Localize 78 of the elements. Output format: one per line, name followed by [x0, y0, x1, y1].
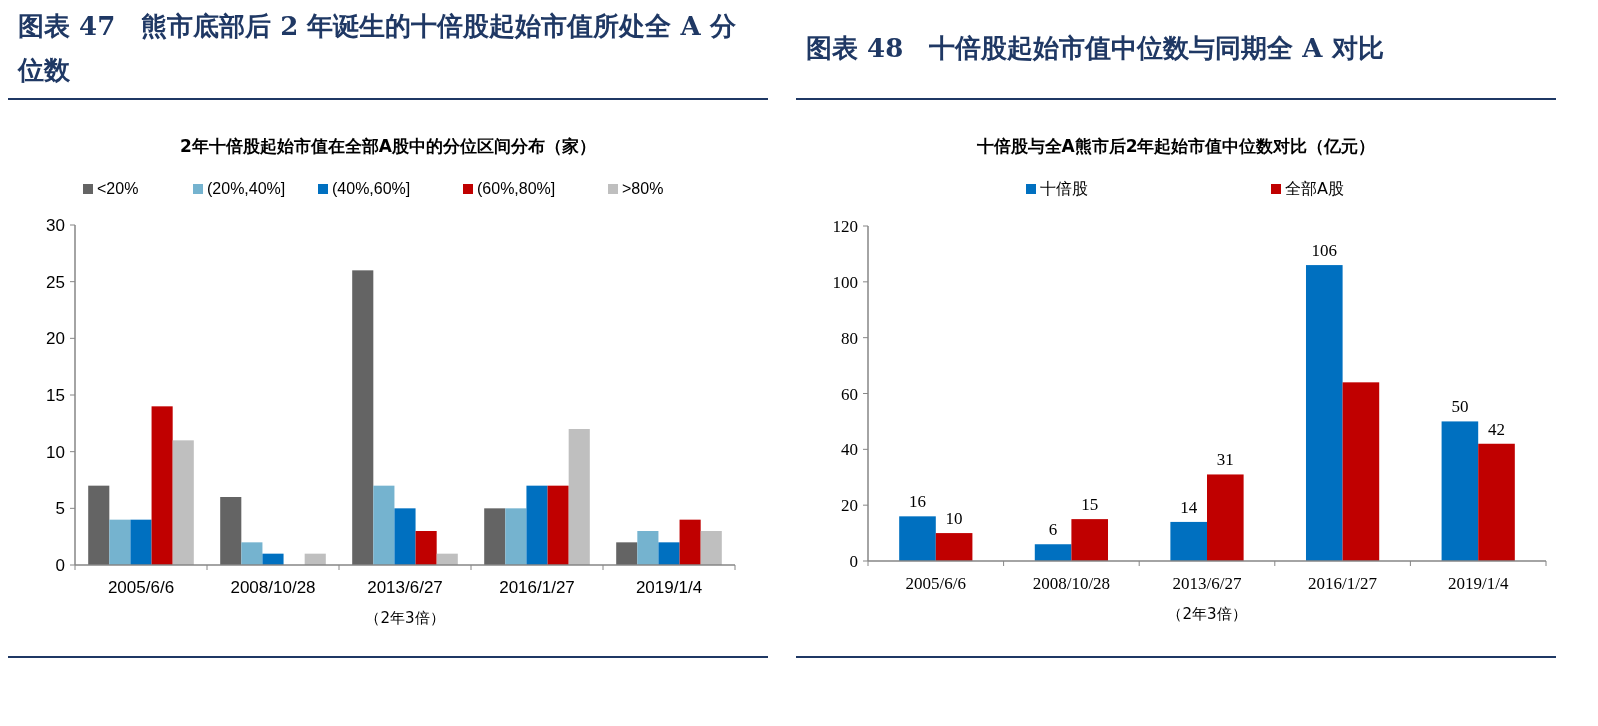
x-tick-label: 2013/6/27	[367, 578, 443, 597]
x-axis-title: （2年3倍）	[365, 609, 445, 627]
data-label: 16	[908, 492, 926, 512]
chart-title: 图表 47 熊市底部后 2 年诞生的十倍股起始市值所处全 A 分位数	[8, 0, 768, 100]
y-tick-label: 120	[832, 217, 858, 236]
chart-title: 图表 48 十倍股起始市值中位数与同期全 A 对比	[796, 0, 1556, 100]
chart-subtitle: 十倍股与全A熊市后2年起始市值中位数对比（亿元）	[975, 136, 1376, 156]
x-tick-label: 2016/1/27	[1308, 574, 1378, 593]
y-tick-label: 60	[841, 384, 858, 404]
legend-label: (60%,80%]	[477, 180, 556, 197]
x-tick-label: 2005/6/6	[905, 574, 967, 593]
bar	[262, 553, 284, 565]
y-tick-label: 40	[841, 440, 858, 460]
legend-label: 全部A股	[1285, 179, 1344, 198]
x-tick-label: 2013/6/27	[1172, 574, 1242, 593]
y-tick-label: 5	[55, 499, 65, 519]
bar	[172, 440, 194, 565]
data-label: 31	[1216, 450, 1234, 470]
data-label: 10	[945, 509, 963, 529]
bar	[88, 485, 110, 565]
bar	[637, 531, 659, 565]
y-tick-label: 10	[46, 442, 65, 462]
bar	[241, 542, 263, 565]
bar	[373, 485, 395, 565]
bar	[1478, 443, 1515, 561]
legend-label: 十倍股	[1040, 179, 1088, 198]
bar	[547, 485, 569, 565]
bar	[352, 270, 374, 565]
bar	[679, 519, 701, 565]
x-axis-title: （2年3倍）	[1167, 605, 1247, 623]
x-tick-label: 2016/1/27	[499, 578, 575, 597]
y-tick-label: 30	[46, 216, 65, 235]
data-label: 14	[1180, 497, 1198, 517]
x-tick-label: 2019/1/4	[1447, 574, 1509, 593]
bar	[568, 429, 590, 565]
x-tick-label: 2008/10/28	[230, 578, 316, 597]
bar	[220, 497, 242, 565]
bar	[415, 531, 437, 565]
bar	[658, 542, 680, 565]
x-tick-label: 2005/6/6	[107, 578, 175, 597]
bar	[935, 533, 973, 561]
bar	[1441, 421, 1479, 561]
data-label: 15	[1081, 495, 1099, 515]
bar	[1071, 519, 1109, 561]
chart-subtitle: 2年十倍股起始市值在全部A股中的分位区间分布（家）	[180, 136, 596, 156]
data-label: 106	[1311, 241, 1338, 261]
bar	[616, 542, 638, 565]
bar	[526, 485, 548, 565]
y-tick-label: 100	[832, 272, 858, 292]
data-label: 50	[1451, 397, 1469, 417]
y-tick-label: 20	[46, 329, 65, 349]
legend-label: (20%,40%]	[207, 180, 286, 197]
data-label: 6	[1048, 520, 1058, 540]
bar	[1305, 265, 1343, 561]
bar	[1170, 521, 1207, 561]
legend-label: <20%	[97, 180, 139, 197]
bar	[394, 508, 416, 565]
x-tick-label: 2008/10/28	[1032, 574, 1111, 593]
x-tick-label: 2019/1/4	[635, 578, 703, 597]
bar	[151, 406, 173, 565]
bar	[484, 508, 506, 565]
bar	[1207, 474, 1244, 561]
bar	[109, 519, 131, 565]
y-tick-label: 15	[46, 386, 65, 405]
legend-label: >80%	[622, 180, 664, 197]
y-tick-label: 0	[849, 552, 858, 571]
bar	[130, 519, 152, 565]
bar	[700, 531, 722, 565]
bar	[1342, 382, 1380, 561]
bar	[1034, 544, 1072, 561]
bar	[505, 508, 527, 565]
bar	[899, 516, 936, 561]
y-tick-label: 25	[46, 272, 65, 292]
y-tick-label: 20	[841, 496, 858, 516]
data-label: 42	[1488, 419, 1506, 439]
y-tick-label: 0	[55, 556, 65, 575]
legend-label: (40%,60%]	[332, 180, 411, 197]
y-tick-label: 80	[841, 328, 858, 348]
